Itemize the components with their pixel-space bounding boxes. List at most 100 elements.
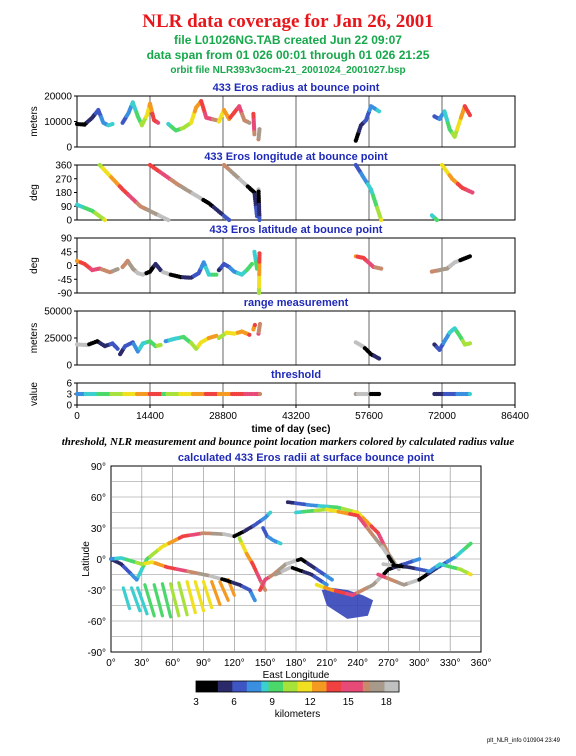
map-y-tick-label: -90° bbox=[88, 648, 106, 659]
data-point bbox=[379, 217, 384, 223]
file-line: file L01026NG.TAB created Jun 22 09:07 bbox=[174, 33, 402, 47]
data-point bbox=[467, 113, 472, 118]
series-segment-range bbox=[74, 339, 120, 351]
x-tick-label: 43200 bbox=[282, 411, 310, 422]
colorbar-tick-label: 6 bbox=[231, 697, 237, 708]
colorbar-swatch bbox=[232, 681, 240, 692]
x-tick-label: 0 bbox=[74, 411, 80, 422]
data-point bbox=[467, 254, 472, 259]
data-point bbox=[263, 588, 268, 592]
map-swath-stripe bbox=[177, 581, 189, 617]
colorbar-swatch bbox=[312, 681, 320, 692]
series-segment-range bbox=[163, 333, 219, 351]
series-segment-latitude bbox=[161, 260, 219, 280]
series-segment-range bbox=[118, 339, 163, 357]
series-segment-latitude bbox=[429, 254, 472, 274]
map-x-tick-label: 120° bbox=[224, 658, 245, 669]
map-track bbox=[261, 526, 283, 546]
colorbar-frame bbox=[195, 680, 400, 693]
y-tick-label: 25000 bbox=[44, 334, 72, 345]
data-point bbox=[257, 251, 262, 256]
series-segment-range bbox=[251, 322, 257, 332]
data-point bbox=[396, 567, 401, 572]
y-tick-label: 360 bbox=[55, 161, 72, 172]
y-axis-label-threshold: value bbox=[29, 382, 40, 406]
series-segment-threshold bbox=[161, 391, 219, 397]
data-point bbox=[247, 332, 252, 337]
map-x-tick-label: 240° bbox=[347, 658, 368, 669]
series-segment-longitude bbox=[221, 162, 260, 219]
colorbar-swatch bbox=[341, 681, 349, 692]
map-swath-stripe bbox=[185, 580, 197, 615]
y-tick-label: 3 bbox=[66, 390, 72, 401]
figure-caption: threshold, NLR measurement and bounce po… bbox=[61, 436, 515, 448]
series-segment-longitude bbox=[147, 162, 232, 223]
colorbar-swatch bbox=[203, 681, 211, 692]
y-tick-label: 6 bbox=[66, 379, 72, 390]
map-x-tick-label: 330° bbox=[440, 658, 461, 669]
map-y-tick-label: 0° bbox=[96, 555, 106, 566]
map-swath-stripe bbox=[160, 582, 173, 619]
data-point bbox=[227, 217, 232, 223]
map-x-tick-label: 30° bbox=[134, 658, 149, 669]
map-y-tick-label: -60° bbox=[88, 617, 106, 628]
map-swath-stripe bbox=[136, 586, 149, 616]
map-swath-stripe bbox=[152, 583, 164, 618]
y-axis-label-radius: meters bbox=[29, 106, 40, 137]
map-x-tick-label: 210° bbox=[316, 658, 337, 669]
data-point bbox=[247, 120, 252, 125]
colorbar bbox=[196, 681, 400, 692]
map-swath-stripe bbox=[121, 586, 132, 611]
series-segment-radius bbox=[166, 99, 219, 133]
colorbar-swatch bbox=[290, 681, 298, 692]
data-point bbox=[377, 391, 382, 397]
series-segment-radius bbox=[256, 127, 262, 142]
colorbar-swatch bbox=[304, 681, 313, 692]
data-point bbox=[324, 582, 329, 587]
data-span-line: data span from 01 026 00:01 through 01 0… bbox=[146, 48, 430, 62]
map-x-tick-label: 360° bbox=[471, 658, 492, 669]
map-y-axis-label: Latitude bbox=[81, 541, 92, 577]
map-x-tick-label: 270° bbox=[378, 658, 399, 669]
series-segment-longitude bbox=[74, 202, 107, 223]
map-swath-stripe bbox=[218, 580, 230, 602]
map-track bbox=[294, 507, 396, 567]
data-point bbox=[377, 356, 382, 361]
colorbar-swatch bbox=[275, 681, 284, 692]
colorbar-swatch bbox=[246, 681, 255, 692]
colorbar-tick-label: 12 bbox=[305, 697, 317, 708]
map-x-tick-label: 0° bbox=[106, 658, 116, 669]
x-tick-label: 28800 bbox=[209, 411, 237, 422]
map-swath-group bbox=[121, 578, 236, 619]
y-tick-label: 0 bbox=[66, 216, 72, 227]
data-point bbox=[166, 217, 171, 223]
colorbar-tick-label: 3 bbox=[193, 697, 199, 708]
map-track bbox=[273, 565, 329, 587]
data-point bbox=[467, 341, 472, 346]
data-point bbox=[110, 121, 115, 127]
data-point bbox=[214, 272, 219, 277]
x-tick-label: 57600 bbox=[355, 411, 383, 422]
x-tick-label: 72000 bbox=[428, 411, 456, 422]
x-tick-label: 86400 bbox=[501, 411, 529, 422]
x-axis-label-time: time of day (sec) bbox=[252, 424, 331, 435]
map-track bbox=[381, 562, 473, 577]
series-segment-longitude bbox=[256, 187, 262, 223]
colorbar-swatch bbox=[319, 681, 327, 692]
colorbar-swatch bbox=[196, 681, 204, 692]
y-axis-label-latitude: deg bbox=[29, 257, 40, 274]
series-segment-threshold bbox=[432, 391, 472, 397]
map-track bbox=[109, 556, 257, 603]
map-track bbox=[314, 557, 422, 598]
series-segment-longitude bbox=[97, 162, 171, 223]
panel-title-longitude: 433 Eros longitude at bounce point bbox=[204, 151, 388, 163]
map-title: calculated 433 Eros radii at surface bou… bbox=[178, 452, 434, 464]
map-swath-stripe bbox=[210, 580, 222, 607]
y-tick-label: 0 bbox=[66, 401, 72, 412]
colorbar-swatch bbox=[362, 681, 371, 692]
colorbar-tick-label: 15 bbox=[343, 697, 355, 708]
panel-title-range: range measurement bbox=[244, 297, 349, 309]
data-point bbox=[115, 267, 120, 272]
data-point bbox=[470, 190, 475, 195]
y-tick-label: 180 bbox=[55, 188, 72, 199]
